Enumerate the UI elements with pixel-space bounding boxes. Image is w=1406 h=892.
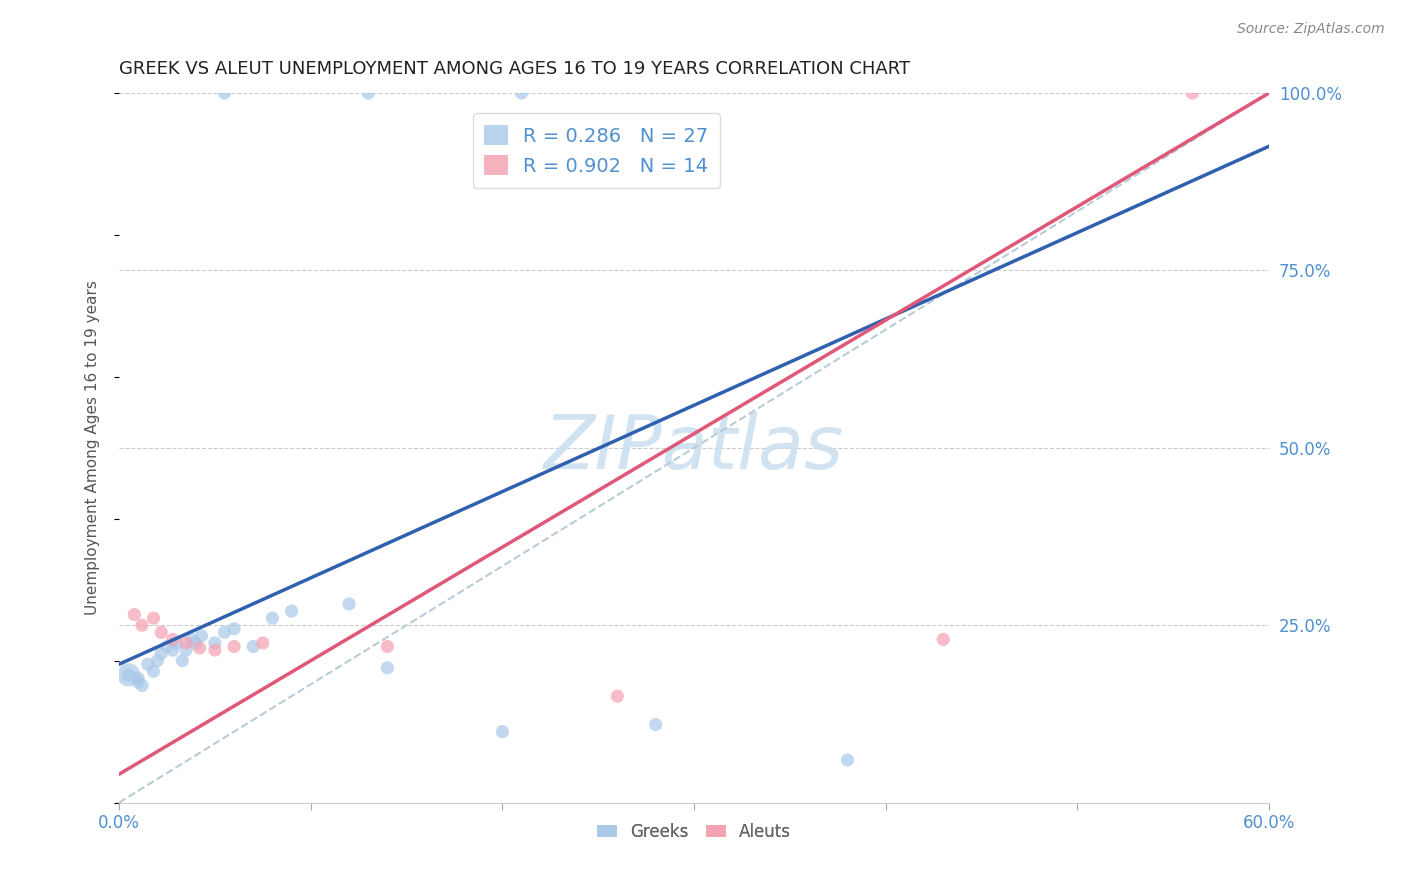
Point (131, 679, 153, 693)
Text: GREEK VS ALEUT UNEMPLOYMENT AMONG AGES 16 TO 19 YEARS CORRELATION CHART: GREEK VS ALEUT UNEMPLOYMENT AMONG AGES 1… (120, 60, 910, 78)
Point (204, 643, 226, 657)
Point (337, 597, 360, 611)
Point (222, 622, 245, 636)
Point (510, 86, 533, 100)
Point (174, 636, 197, 650)
Point (837, 753, 859, 767)
Point (204, 636, 226, 650)
Point (142, 665, 165, 679)
Point (644, 717, 666, 731)
Point (184, 636, 207, 650)
Point (932, 632, 955, 647)
Point (377, 661, 399, 675)
Point (222, 640, 245, 654)
Point (214, 86, 236, 100)
Point (1181, 86, 1204, 100)
Point (166, 636, 188, 650)
Point (127, 672, 149, 686)
Point (117, 668, 139, 682)
Point (188, 640, 211, 655)
Legend: Greeks, Aleuts: Greeks, Aleuts (591, 816, 797, 847)
Text: Source: ZipAtlas.com: Source: ZipAtlas.com (1237, 22, 1385, 37)
Point (150, 647, 173, 661)
Point (117, 668, 139, 682)
Point (606, 689, 628, 703)
Point (174, 643, 197, 657)
Point (491, 724, 513, 739)
Point (252, 636, 274, 650)
Point (162, 632, 184, 647)
Point (131, 618, 153, 632)
Point (214, 625, 236, 640)
Point (172, 654, 194, 668)
Point (377, 640, 399, 654)
Point (146, 654, 169, 668)
Y-axis label: Unemployment Among Ages 16 to 19 years: Unemployment Among Ages 16 to 19 years (86, 280, 100, 615)
Point (127, 675, 149, 690)
Point (150, 625, 173, 640)
Point (280, 604, 302, 618)
Point (156, 640, 179, 654)
Text: ZIPatlas: ZIPatlas (544, 412, 844, 483)
Point (124, 607, 146, 622)
Point (180, 632, 202, 647)
Point (162, 643, 184, 657)
Point (142, 611, 165, 625)
Point (262, 611, 284, 625)
Point (136, 657, 159, 672)
Point (357, 86, 380, 100)
Point (190, 629, 212, 643)
Point (242, 640, 264, 654)
